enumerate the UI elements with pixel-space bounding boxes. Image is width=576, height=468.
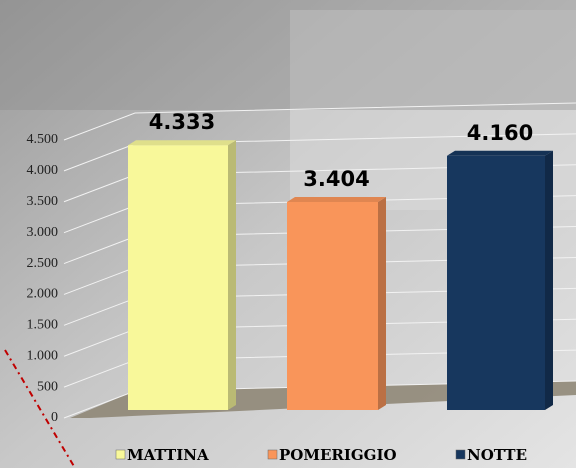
y-tick-label: 1.000 xyxy=(27,348,59,363)
y-tick-label: 1.500 xyxy=(27,318,59,333)
bar-side xyxy=(228,140,236,410)
value-label: 4.160 xyxy=(467,121,533,145)
y-tick-label: 3.500 xyxy=(27,194,59,209)
legend-swatch xyxy=(455,449,466,460)
y-tick-label: 4.000 xyxy=(27,163,59,178)
bar-side xyxy=(545,150,553,410)
value-label: 4.333 xyxy=(149,110,215,134)
value-label: 3.404 xyxy=(303,167,369,191)
bar-top xyxy=(447,150,553,156)
bar-top xyxy=(128,140,236,146)
legend-label: NOTTE xyxy=(467,446,527,464)
background-top xyxy=(0,0,576,110)
legend-label: MATTINA xyxy=(127,446,209,464)
y-tick-label: 0 xyxy=(51,410,58,425)
bar xyxy=(287,201,378,410)
y-tick-label: 3.000 xyxy=(27,225,59,240)
bar xyxy=(447,155,545,410)
legend-swatch xyxy=(267,449,278,460)
grid-line xyxy=(63,102,576,141)
bar-top xyxy=(287,196,386,202)
bar-side xyxy=(378,196,386,410)
y-tick-label: 4.500 xyxy=(27,132,59,147)
legend-label: POMERIGGIO xyxy=(279,446,397,464)
y-tick-label: 500 xyxy=(37,379,58,394)
y-tick-label: 2.500 xyxy=(27,256,59,271)
legend-swatch xyxy=(115,449,126,460)
decoration-line xyxy=(4,349,76,468)
y-tick-label: 2.000 xyxy=(27,287,59,302)
bar xyxy=(128,145,228,410)
